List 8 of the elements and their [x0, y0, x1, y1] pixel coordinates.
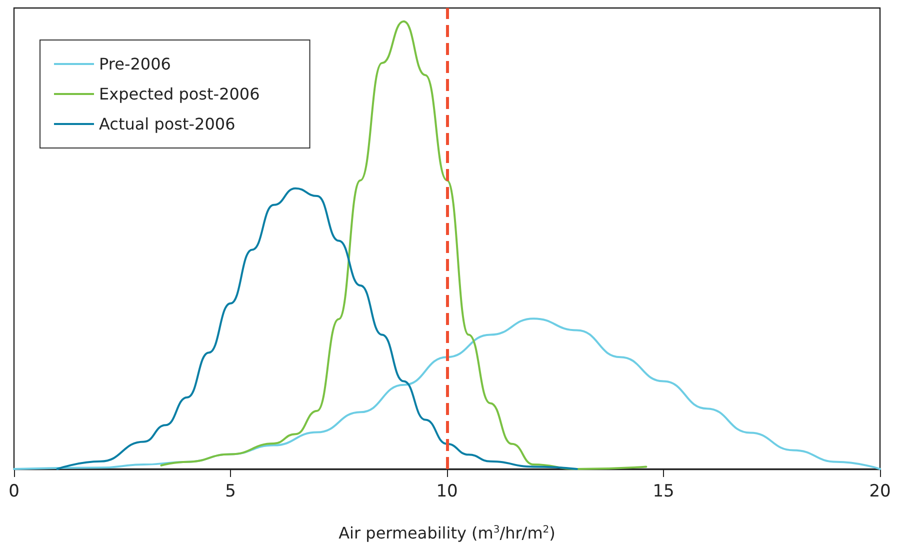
- x-tick-label: 0: [8, 482, 20, 502]
- legend-label: Expected post-2006: [99, 84, 260, 104]
- x-tick-label: 15: [652, 482, 674, 502]
- x-tick-label: 20: [869, 482, 891, 502]
- legend-label: Actual post-2006: [99, 114, 236, 134]
- x-tick-label: 5: [225, 482, 236, 502]
- legend-label: Pre-2006: [99, 54, 171, 74]
- x-tick-label: 10: [436, 482, 458, 502]
